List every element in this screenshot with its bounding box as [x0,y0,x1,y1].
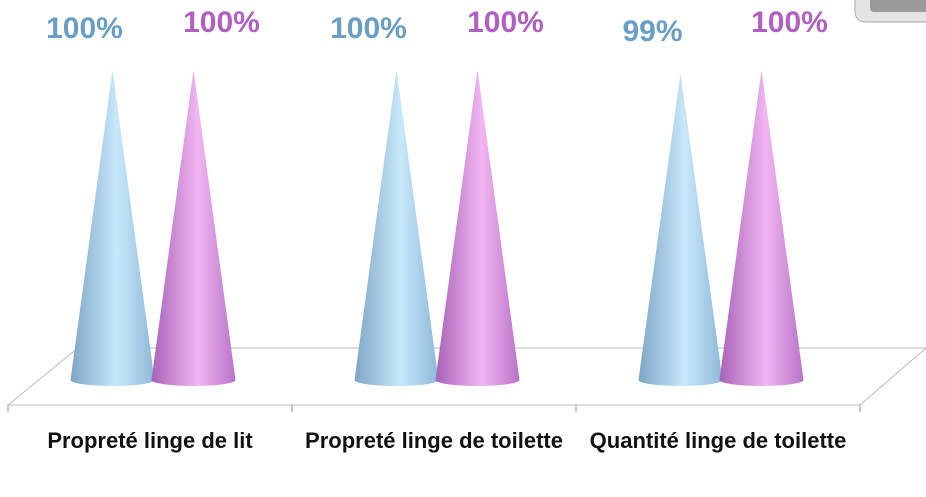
cone [70,70,155,386]
cone [638,73,723,386]
x-tick-label: Quantité linge de toilette [589,428,847,453]
decoration-icon [854,0,926,23]
cone [354,70,439,386]
x-tick-label: Propreté linge de toilette [305,428,563,453]
x-ticks [7,405,861,412]
cone [435,70,520,386]
cone [151,70,236,386]
value-label: 100% [467,6,544,39]
value-label: 100% [46,12,123,45]
value-label: 100% [183,6,260,39]
value-label: 99% [622,15,682,48]
value-label: 100% [330,12,407,45]
x-tick-label: Propreté linge de lit [47,428,253,453]
cone [719,70,804,386]
value-label: 100% [751,6,828,39]
